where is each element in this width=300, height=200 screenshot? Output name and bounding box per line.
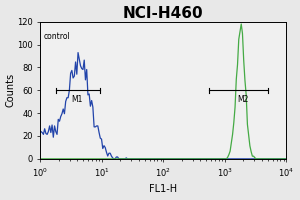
Text: control: control (44, 32, 71, 41)
Text: M2: M2 (237, 95, 249, 104)
Y-axis label: Counts: Counts (6, 73, 16, 107)
X-axis label: FL1-H: FL1-H (149, 184, 177, 194)
Text: M1: M1 (71, 95, 83, 104)
Title: NCI-H460: NCI-H460 (123, 6, 204, 21)
